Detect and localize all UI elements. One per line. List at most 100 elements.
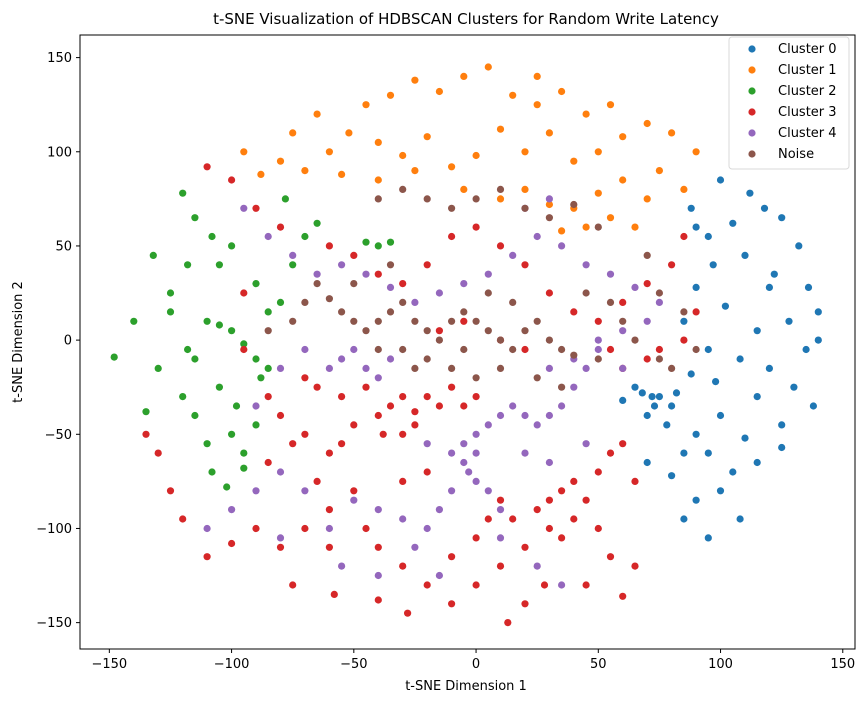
data-point <box>386 355 395 363</box>
data-point <box>215 383 223 391</box>
data-point <box>533 506 541 514</box>
data-point <box>594 524 602 533</box>
data-point <box>716 487 725 495</box>
data-point <box>509 298 517 306</box>
data-point <box>709 261 717 269</box>
data-point <box>191 214 199 222</box>
data-point <box>785 317 793 325</box>
data-point <box>521 449 529 457</box>
data-point <box>643 411 651 420</box>
data-point <box>668 402 676 410</box>
data-point <box>545 214 554 222</box>
data-point <box>472 393 480 401</box>
data-point <box>179 515 187 523</box>
legend-marker <box>748 45 756 53</box>
data-point <box>423 327 431 335</box>
data-point <box>228 506 236 514</box>
x-tick-label: −50 <box>340 657 367 672</box>
data-point <box>704 449 712 457</box>
data-point <box>338 393 346 401</box>
data-point <box>460 402 468 410</box>
data-point <box>619 440 627 448</box>
data-point <box>411 298 419 306</box>
legend-label: Cluster 3 <box>778 105 837 120</box>
data-point <box>668 472 676 480</box>
data-point <box>619 364 627 372</box>
data-point <box>778 214 786 222</box>
data-point <box>110 353 118 361</box>
data-point <box>252 280 260 288</box>
data-point <box>276 468 285 476</box>
data-point <box>399 477 407 485</box>
data-point <box>350 487 358 495</box>
data-point <box>257 374 265 382</box>
data-point <box>631 283 639 291</box>
legend-marker <box>748 66 756 74</box>
data-point <box>496 185 505 193</box>
data-point <box>594 148 602 156</box>
points-layer <box>110 63 822 627</box>
data-point <box>484 270 492 278</box>
data-point <box>619 396 627 404</box>
data-point <box>692 496 700 504</box>
data-point <box>643 251 651 259</box>
data-point <box>166 289 175 297</box>
data-point <box>240 345 248 354</box>
data-point <box>257 170 265 178</box>
data-point <box>313 110 321 118</box>
series-cluster-2 <box>110 189 395 491</box>
data-point <box>558 227 566 235</box>
data-point <box>448 383 456 391</box>
data-point <box>472 317 480 325</box>
legend-label: Cluster 2 <box>778 84 837 99</box>
data-point <box>643 280 651 288</box>
data-point <box>264 393 272 401</box>
data-point <box>472 430 480 438</box>
data-point <box>521 185 529 193</box>
data-point <box>448 600 456 608</box>
data-point <box>545 411 554 420</box>
data-point <box>411 76 419 84</box>
data-point <box>619 327 627 335</box>
data-point <box>228 539 236 548</box>
data-point <box>802 345 810 354</box>
data-point <box>558 487 566 495</box>
data-point <box>142 430 150 438</box>
data-point <box>374 138 382 146</box>
data-point <box>301 430 309 438</box>
data-point <box>184 345 192 354</box>
data-point <box>338 170 346 178</box>
legend-marker <box>748 129 756 137</box>
data-point <box>545 129 554 137</box>
data-point <box>582 496 590 504</box>
data-point <box>680 317 688 325</box>
data-point <box>435 336 443 344</box>
data-point <box>619 176 627 184</box>
y-tick-label: 100 <box>47 145 72 160</box>
data-point <box>386 283 395 291</box>
data-point <box>509 402 517 410</box>
data-point <box>374 270 382 278</box>
data-point <box>765 283 774 291</box>
data-point <box>668 364 676 372</box>
data-point <box>594 223 602 231</box>
data-point <box>313 280 321 288</box>
data-point <box>606 214 615 222</box>
y-axis: −150 −100 −50 0 50 100 150 <box>36 51 80 631</box>
data-point <box>484 515 492 523</box>
data-point <box>338 440 346 448</box>
data-point <box>472 374 480 382</box>
x-tick-label: 150 <box>830 657 855 672</box>
data-point <box>460 317 468 325</box>
data-point <box>399 562 407 570</box>
data-point <box>521 543 529 551</box>
data-point <box>545 496 554 504</box>
x-axis: −150 −100 −50 0 50 100 150 <box>91 649 855 672</box>
data-point <box>570 477 578 485</box>
data-point <box>215 261 223 269</box>
y-tick-label: −150 <box>36 616 72 631</box>
legend-marker <box>748 108 756 116</box>
data-point <box>655 289 664 297</box>
data-point <box>545 336 554 344</box>
